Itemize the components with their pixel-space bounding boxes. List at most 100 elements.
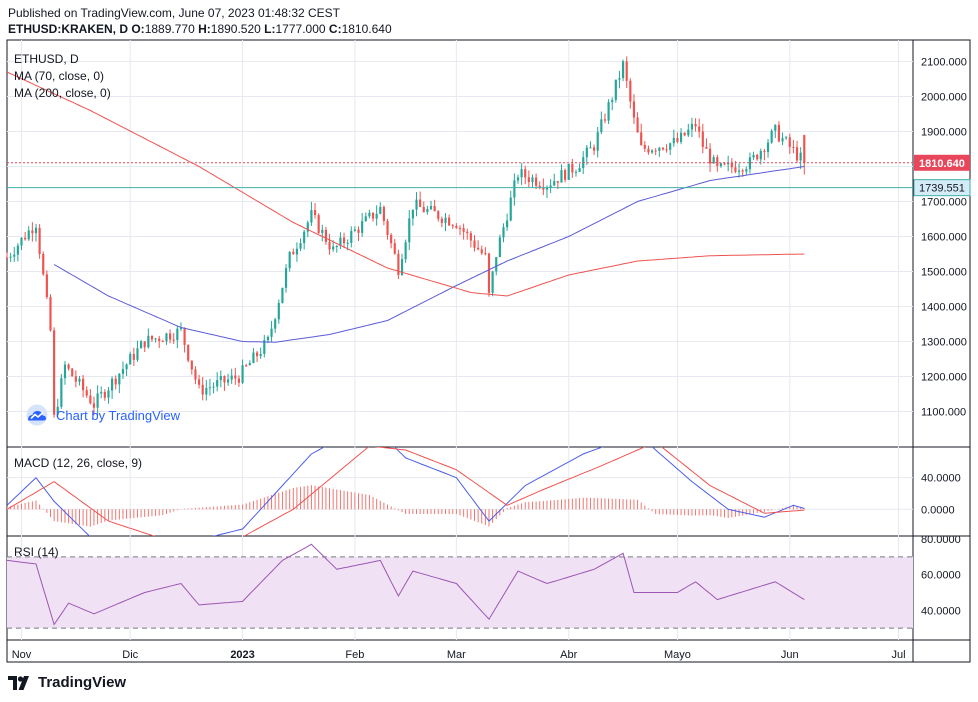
candle [176, 328, 179, 340]
candle [477, 247, 480, 250]
candle [658, 147, 661, 151]
x-tick-label: Mar [447, 649, 466, 661]
horizontal-level-tag [913, 179, 971, 197]
candle [132, 353, 135, 360]
price-tick-label: 1900.000 [921, 127, 967, 139]
candle [487, 253, 491, 293]
price-tick-label: 1200.000 [921, 372, 967, 384]
candle [777, 124, 780, 142]
candle [346, 242, 349, 244]
candle [324, 229, 327, 242]
candle [618, 78, 621, 80]
candle [216, 380, 219, 387]
candle [150, 335, 154, 340]
candle [230, 375, 233, 380]
candle [440, 218, 443, 223]
candle [234, 375, 237, 379]
candle [795, 147, 799, 161]
candle [455, 226, 458, 228]
candle [386, 220, 389, 235]
candle [571, 163, 574, 173]
candle [74, 376, 77, 382]
candle [295, 248, 299, 255]
candle [585, 147, 588, 158]
symbol-label: ETHUSD:KRAKEN, D [8, 22, 128, 36]
candle [353, 229, 356, 231]
candle [727, 162, 730, 165]
candle [473, 240, 476, 248]
close-label: C: [328, 22, 342, 36]
candle [632, 101, 636, 118]
x-tick-label: Dic [122, 649, 138, 661]
candle [263, 340, 266, 354]
x-tick-label: Jun [781, 649, 799, 661]
footer-logo[interactable]: TradingView [8, 674, 126, 691]
candle [531, 177, 534, 183]
candle [433, 206, 436, 212]
rsi-tick-label: 80.0000 [921, 534, 961, 546]
candle [321, 229, 324, 233]
candle [368, 212, 371, 217]
candle [415, 199, 418, 210]
candle [611, 100, 614, 103]
candle [208, 387, 212, 389]
candle [136, 348, 139, 360]
candle [448, 217, 451, 226]
candle [712, 157, 715, 164]
candle [205, 387, 208, 395]
candle [629, 80, 632, 102]
candle [734, 167, 737, 172]
chart-frame [6, 39, 971, 663]
legend-symbol: ETHUSD, D [14, 52, 79, 66]
x-tick-label: Nov [12, 649, 32, 661]
candle [752, 154, 755, 158]
candle [339, 237, 342, 247]
candle [310, 210, 313, 223]
legend-ma200: MA (200, close, 0) [14, 86, 111, 100]
candle [154, 338, 157, 340]
candle [237, 378, 241, 383]
candle [567, 163, 570, 180]
candle [364, 216, 367, 222]
candle [766, 142, 770, 152]
signal-line [7, 447, 805, 536]
legend-rsi: RSI (14) [14, 545, 59, 559]
candle [408, 218, 411, 243]
candle [111, 378, 114, 391]
candle [785, 137, 788, 139]
candle [748, 157, 752, 170]
watermark[interactable]: Chart by TradingView [22, 404, 180, 426]
candle [792, 146, 795, 148]
candle [650, 150, 654, 153]
candle [382, 206, 385, 221]
candle [774, 124, 777, 131]
price-tick-label: 1500.000 [921, 267, 967, 279]
candle [306, 222, 309, 232]
candle [147, 335, 150, 348]
candle [342, 237, 346, 244]
x-tick-label: Abr [560, 649, 577, 661]
candle [495, 257, 498, 272]
candle [574, 171, 578, 173]
candle [27, 230, 30, 240]
last-price-label: 1810.640 [919, 158, 965, 170]
candle [426, 209, 429, 213]
candle [143, 341, 146, 348]
candle [698, 126, 701, 132]
horizontal-level-label: 1739.551 [919, 183, 965, 195]
candle [480, 249, 483, 254]
candle [107, 390, 110, 398]
price-tick-label: 2100.000 [921, 57, 967, 69]
candle [259, 353, 262, 357]
candle [255, 352, 259, 357]
candle [34, 227, 38, 234]
candle [614, 79, 617, 101]
candle [248, 362, 251, 366]
candle [125, 364, 128, 370]
candle [292, 251, 295, 255]
candle [350, 230, 353, 243]
candle [549, 185, 552, 188]
candle [647, 148, 650, 153]
macd-line [7, 447, 805, 536]
